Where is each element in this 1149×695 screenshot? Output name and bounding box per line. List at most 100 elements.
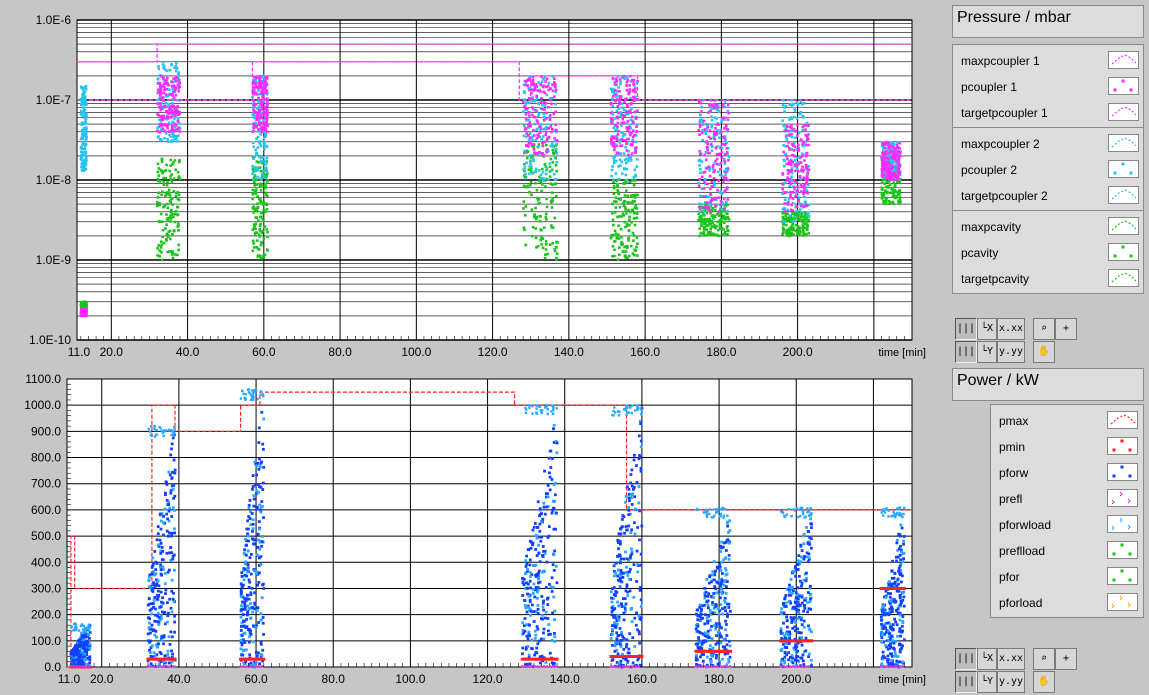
pressure-point <box>534 227 538 230</box>
pmin-point <box>244 657 248 661</box>
pressure-point <box>627 236 630 240</box>
pressure-point <box>705 146 709 149</box>
power-point <box>247 539 250 543</box>
pressure-point <box>881 163 884 166</box>
pressure-point <box>714 102 717 106</box>
pressure-point <box>254 111 258 114</box>
pressure-point <box>719 161 723 165</box>
pressure-point <box>84 156 88 159</box>
pressure-point <box>612 178 615 182</box>
pressure-point <box>535 246 538 249</box>
pmin-point <box>250 657 254 661</box>
pressure-point <box>255 245 259 249</box>
power-point <box>543 552 547 555</box>
pressure-point <box>619 152 623 155</box>
pressure-point <box>264 163 268 166</box>
prefl-point <box>85 665 88 668</box>
pressure-point <box>620 144 624 147</box>
pressure-point <box>884 165 887 169</box>
pressure-point <box>617 237 621 240</box>
power-point <box>171 430 175 434</box>
power-point <box>252 497 256 501</box>
pressure-point <box>545 125 548 129</box>
pressure-plot[interactable]: 1.0E-101.0E-91.0E-81.0E-71.0E-611.0 20.0 4… <box>0 0 949 365</box>
pressure-point <box>802 101 806 105</box>
pressure-point <box>717 110 721 113</box>
pressure-point <box>158 255 162 258</box>
pressure-point <box>888 167 892 171</box>
power-point <box>544 610 548 614</box>
pressure-point <box>786 201 789 205</box>
power-burst <box>69 622 92 669</box>
pressure-point <box>723 170 726 173</box>
pressure-point <box>255 178 259 181</box>
pressure-point <box>171 163 174 166</box>
pressure-point <box>83 301 86 304</box>
pressure-point <box>720 220 724 223</box>
pressure-point <box>254 102 258 106</box>
pressure-point <box>176 191 179 194</box>
prefl-point <box>251 665 255 668</box>
power-plot[interactable]: 0.0100.0200.0300.0400.0500.0600.0700.080… <box>0 365 949 695</box>
pressure-point <box>800 168 804 171</box>
pressure-point <box>176 119 180 123</box>
pressure-point <box>727 158 730 162</box>
pressure-point <box>523 79 527 83</box>
power-point <box>157 662 161 666</box>
pressure-point <box>632 239 635 242</box>
power-point <box>159 519 163 523</box>
pressure-point <box>162 114 166 118</box>
power-point <box>555 407 558 410</box>
pressure-point <box>699 207 702 211</box>
pressure-point <box>523 166 527 169</box>
pressure-point <box>795 181 798 184</box>
power-point <box>147 579 151 582</box>
power-point <box>251 474 255 477</box>
pressure-point <box>550 142 554 146</box>
power-point <box>153 435 156 438</box>
pressure-point <box>700 224 703 228</box>
pressure-point <box>892 146 896 149</box>
pressure-point <box>625 83 628 87</box>
pressure-xlabel: time [min] <box>878 347 926 359</box>
pressure-point <box>889 141 893 145</box>
pressure-point <box>615 115 619 119</box>
pressure-point <box>251 164 254 168</box>
pressure-point <box>538 179 541 183</box>
pressure-point <box>178 130 181 133</box>
pressure-point <box>787 197 791 200</box>
power-point <box>166 649 170 653</box>
power-point <box>252 568 256 571</box>
pressure-point <box>537 169 541 172</box>
power-point <box>536 588 540 592</box>
pressure-point <box>540 100 543 104</box>
power-point <box>244 397 247 400</box>
pressure-point <box>83 109 86 112</box>
pressure-point <box>789 190 792 194</box>
pressure-point <box>614 93 618 96</box>
pressure-point <box>163 105 167 109</box>
pressure-point <box>725 187 729 191</box>
pressure-point <box>159 212 163 216</box>
pressure-point <box>614 206 618 209</box>
pressure-point <box>634 90 637 94</box>
pressure-point <box>882 169 885 172</box>
pressure-point <box>700 160 704 163</box>
pressure-point <box>796 225 800 228</box>
pressure-point <box>262 219 265 223</box>
power-point <box>541 554 544 557</box>
pressure-point <box>265 207 269 211</box>
power-point <box>74 658 78 662</box>
pressure-point <box>541 135 545 138</box>
pressure-point <box>165 163 168 167</box>
power-point <box>246 570 249 574</box>
pressure-point <box>894 149 898 153</box>
pressure-point <box>544 130 548 134</box>
pressure-point <box>726 153 729 156</box>
power-point <box>251 487 254 491</box>
pressure-point <box>792 142 796 145</box>
pressure-point <box>713 208 717 212</box>
pressure-point <box>698 178 701 181</box>
power-point <box>252 398 255 401</box>
power-point <box>255 489 259 493</box>
